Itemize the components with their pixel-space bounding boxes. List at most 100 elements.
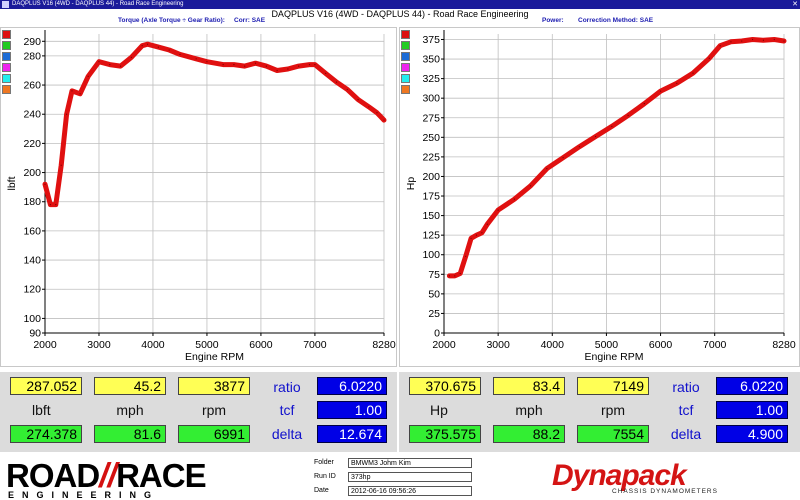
x-tick-label: 5000 [195,339,219,351]
delta-value: 4.900 [716,425,788,443]
data-point [157,46,159,48]
data-point [465,255,467,257]
power-legend-swatches [401,30,411,96]
ratio-label: ratio [672,379,700,395]
y-tick-label: 250 [422,132,440,144]
speed-unit-label: mph [116,402,144,418]
power-chart-panel[interactable]: 0 25 50 75 100 125 150 175 200 225 250 275 300 325 350… [399,27,800,367]
swatch-5[interactable] [2,74,11,83]
data-point [308,64,311,66]
tcf-value: 1.00 [716,401,788,419]
logo-word-race: RACE [116,457,207,494]
torque-corr-label: Corr: SAE [234,17,266,24]
swatch-4[interactable] [401,63,410,72]
data-point [368,106,370,108]
date-label: Date [314,487,329,494]
y-tick-label: 150 [422,210,440,222]
swatch-6[interactable] [401,85,410,94]
y-tick-label: 260 [23,80,41,92]
data-point [376,112,378,114]
swatch-6[interactable] [2,85,11,94]
y-tick-label: 90 [29,328,41,340]
data-point [783,40,785,42]
y-tick-label: 225 [422,151,440,163]
data-point [611,125,613,127]
x-tick-label: 7000 [703,339,727,351]
torque-unit-label: lbft [32,402,51,418]
x-tick-label: 4000 [141,339,165,351]
data-point [448,275,451,277]
x-tick-label: 3000 [87,339,111,351]
data-point [546,168,548,170]
y-tick-label: 300 [422,93,440,105]
swatch-3[interactable] [401,52,410,61]
swatch-2[interactable] [401,41,410,50]
power-unit-label: Hp [430,402,448,418]
delta-label: delta [670,426,702,442]
power-readout-panel: 370.675 83.4 7149 Hp mph rpm 375.575 88.… [399,372,800,452]
swatch-1[interactable] [401,30,410,39]
data-point [383,119,385,121]
torque-legend-swatches [2,30,12,96]
x-tick-label: 2000 [33,339,57,351]
swatch-4[interactable] [2,63,11,72]
current-rpm-value: 3877 [178,377,250,395]
close-icon[interactable]: ✕ [792,1,798,8]
folder-field: BMWM3 Johm Kim [348,458,472,468]
speed-unit-label: mph [515,402,543,418]
data-point [513,198,515,200]
app-icon[interactable] [2,1,9,8]
y-tick-label: 325 [422,73,440,85]
swatch-5[interactable] [401,74,410,83]
data-point [659,90,662,92]
data-point [459,272,461,275]
y-tick-label: 120 [23,284,41,296]
y-tick-label: 375 [422,34,440,46]
swatch-2[interactable] [2,41,11,50]
swatch-3[interactable] [2,52,11,61]
data-point [594,135,597,138]
current-power-value: 370.675 [409,377,481,395]
dynapack-logo: Dynapack [552,459,687,492]
current-torque-value: 287.052 [10,377,82,395]
data-point [130,56,132,58]
run-id-field: 373hp [348,472,472,482]
data-point [109,64,111,66]
x-tick-label: 5000 [595,339,619,351]
data-point [454,275,456,277]
data-point [222,64,224,66]
y-tick-label: 200 [422,171,440,183]
window-title: DAQPLUS V16 (4WD - DAQPLUS 44) - Road Ra… [12,1,184,7]
y-tick-label: 350 [422,54,440,66]
data-point [530,185,532,187]
ratio-value: 6.0220 [317,377,387,395]
data-point [676,82,678,84]
torque-chart-panel[interactable]: 90 100 120 140 160 180 200 220 240 260 280 290 2000 3… [0,27,397,367]
y-tick-label: 25 [428,308,440,320]
swatch-1[interactable] [2,30,11,39]
delta-label: delta [271,426,303,442]
data-point [71,90,73,92]
data-point [265,65,267,67]
footer: ROAD//RACE ENGINEERING Folder BMWM3 Johm… [0,455,800,500]
tcf-label: tcf [678,402,694,418]
data-point [643,103,645,105]
data-point [206,61,208,63]
data-point [578,146,580,148]
data-point [773,38,775,41]
folder-label: Folder [314,459,334,466]
logo-subtitle: ENGINEERING [8,490,160,500]
series-line [446,37,787,279]
logo-slashes: // [99,457,117,495]
reference-rpm-value: 6991 [178,425,250,443]
data-point [314,64,316,66]
ratio-label: ratio [273,379,301,395]
current-speed-value: 83.4 [493,377,565,395]
y-tick-label: 140 [23,255,41,267]
data-point [168,49,170,51]
y-axis-label: lbft [6,176,18,190]
series-line [42,41,387,208]
x-tick-label: 6000 [649,339,673,351]
data-point [44,183,46,185]
road-race-logo: ROAD//RACE [6,457,207,496]
